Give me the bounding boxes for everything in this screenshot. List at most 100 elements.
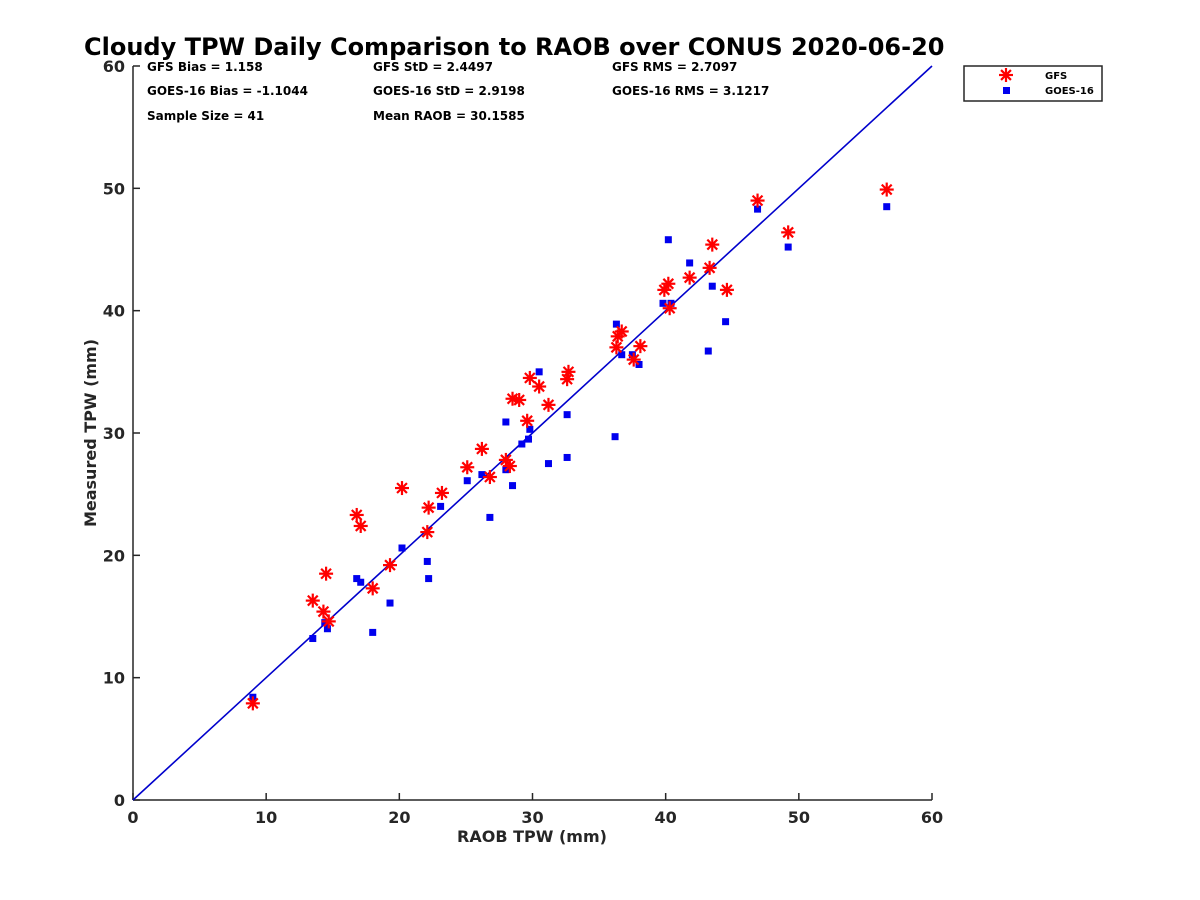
y-axis-label: Measured TPW (mm)	[81, 339, 100, 527]
x-tick-label: 30	[521, 808, 543, 827]
gfs-point	[705, 237, 720, 252]
legend-gfs-asterisk	[999, 68, 1013, 82]
mean-raob-text: Mean RAOB = 30.1585	[373, 109, 525, 123]
gfs-point	[482, 470, 497, 485]
statistics-panel: GFS Bias = 1.158 GFS StD = 2.4497 GFS RM…	[147, 60, 769, 123]
gfs-point	[879, 182, 894, 197]
goes-16-point	[526, 425, 534, 433]
legend: GFS GOES-16	[963, 65, 1103, 102]
y-tick-label: 40	[103, 302, 125, 321]
x-tick-label: 50	[788, 808, 810, 827]
goes-16-point	[369, 628, 377, 636]
goes-16-point	[628, 351, 636, 359]
gfs-point	[319, 566, 334, 581]
goes-16-point	[321, 619, 329, 627]
gfs-point	[383, 558, 398, 573]
gfs-point	[474, 441, 489, 456]
legend-gfs-label: GFS	[1045, 71, 1067, 82]
gfs-point	[512, 392, 527, 407]
goes-16-point	[667, 299, 675, 307]
goes-std-text: GOES-16 StD = 2.9198	[373, 84, 525, 98]
gfs-point	[316, 604, 331, 619]
x-tick-label: 0	[127, 808, 138, 827]
goes-16-point	[309, 635, 317, 643]
goes-16-point	[664, 236, 672, 244]
x-axis-label: RAOB TPW (mm)	[457, 827, 607, 846]
legend-goes-16-label: GOES-16	[1045, 86, 1094, 97]
gfs-rms-text: GFS RMS = 2.7097	[612, 60, 737, 74]
gfs-point	[682, 270, 697, 285]
y-tick-label: 50	[103, 179, 125, 198]
goes-16-point	[357, 578, 365, 586]
goes-16-point	[754, 205, 762, 213]
gfs-point	[561, 364, 576, 379]
goes-16-point	[618, 351, 626, 359]
gfs-point	[633, 339, 648, 354]
chart-title: Cloudy TPW Daily Comparison to RAOB over…	[84, 33, 944, 61]
gfs-point	[434, 485, 449, 500]
goes-16-point	[353, 575, 361, 583]
goes-16-point	[883, 203, 891, 211]
goes-16-point	[478, 471, 486, 479]
x-tick-label: 60	[921, 808, 943, 827]
gfs-point	[626, 352, 641, 367]
goes-16-point	[518, 440, 526, 448]
gfs-bias-text: GFS Bias = 1.158	[147, 60, 263, 74]
gfs-point	[662, 301, 677, 316]
legend-box	[963, 65, 1103, 102]
goes-16-point	[535, 368, 543, 376]
gfs-series	[245, 182, 894, 711]
x-tick-label: 10	[255, 808, 277, 827]
goes-16-point	[612, 320, 620, 328]
x-ticks: 0 10 20 30 40 50 60	[127, 793, 943, 827]
goes-16-point	[486, 513, 494, 521]
gfs-point	[609, 340, 624, 355]
one-to-one-line	[132, 65, 933, 801]
goes-16-point	[544, 460, 552, 468]
gfs-point	[719, 282, 734, 297]
gfs-point	[661, 276, 676, 291]
gfs-point	[349, 507, 364, 522]
x-tick-label: 20	[388, 808, 410, 827]
goes-rms-text: GOES-16 RMS = 3.1217	[612, 84, 769, 98]
goes-bias-text: GOES-16 Bias = -1.1044	[147, 84, 308, 98]
gfs-point	[781, 225, 796, 240]
y-ticks: 0 10 20 30 40 50 60	[103, 57, 140, 810]
goes-16-point	[398, 544, 406, 552]
goes-16-point	[463, 477, 471, 485]
gfs-point	[522, 370, 537, 385]
legend-goes-16-marker	[1003, 87, 1010, 94]
gfs-std-text: GFS StD = 2.4497	[373, 60, 493, 74]
gfs-point	[421, 500, 436, 515]
goes-16-point	[659, 299, 667, 307]
goes-16-point	[502, 418, 510, 426]
gfs-point	[702, 260, 717, 275]
gfs-point	[520, 413, 535, 428]
gfs-point	[502, 459, 517, 474]
goes-16-point	[708, 282, 716, 290]
y-tick-label: 60	[103, 57, 125, 76]
goes-16-point	[704, 347, 712, 355]
goes-16-point	[437, 502, 445, 510]
goes-16-point	[509, 482, 517, 490]
goes-16-point	[611, 433, 619, 441]
goes-16-point	[323, 625, 331, 633]
goes-16-point	[423, 557, 431, 565]
gfs-point	[365, 581, 380, 596]
goes-16-point	[563, 453, 571, 461]
gfs-point	[614, 324, 629, 339]
y-tick-label: 0	[114, 791, 125, 810]
goes-16-point	[525, 435, 533, 443]
gfs-point	[541, 397, 556, 412]
goes-16-point	[722, 318, 730, 326]
legend-gfs-marker	[999, 68, 1013, 82]
gfs-point	[394, 481, 409, 496]
gfs-point	[532, 379, 547, 394]
gfs-point	[321, 614, 336, 629]
y-tick-label: 10	[103, 669, 125, 688]
gfs-point	[460, 460, 475, 475]
y-tick-label: 20	[103, 546, 125, 565]
goes-16-point	[686, 259, 694, 267]
goes-16-point	[784, 243, 792, 251]
